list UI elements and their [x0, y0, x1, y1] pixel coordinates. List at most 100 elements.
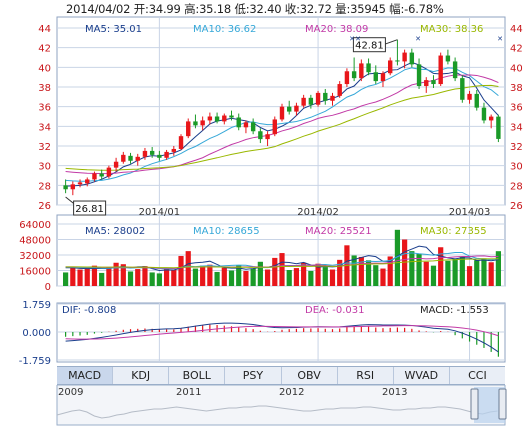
- tab-kdj[interactable]: KDJ: [113, 367, 170, 384]
- candle-body: [445, 55, 451, 62]
- volume-ma-label: MA5: 28002: [85, 226, 145, 237]
- candle-body: [431, 80, 436, 85]
- volume-bar: [163, 268, 170, 286]
- candle-body: [186, 121, 191, 137]
- candle-body: [474, 93, 479, 108]
- volume-y-tick: 64000: [19, 220, 51, 231]
- volume-bar: [322, 267, 328, 286]
- volume-ma-label: MA30: 27355: [420, 226, 487, 237]
- candle-body: [402, 52, 407, 62]
- candle-body: [351, 71, 357, 79]
- volume-bar: [394, 229, 401, 286]
- volume-bar: [84, 268, 90, 286]
- volume-bar: [70, 266, 76, 286]
- volume-bar: [99, 272, 105, 286]
- volume-bar: [423, 261, 429, 286]
- volume-bar: [272, 257, 278, 286]
- candle-body: [236, 117, 241, 128]
- candle-body: [467, 93, 472, 100]
- price-y-tick-left: 40: [38, 63, 51, 74]
- candle-body: [214, 116, 220, 122]
- macd-label: DEA: -0.031: [305, 305, 364, 316]
- high-marker-label: 42.81: [355, 41, 384, 52]
- volume-bar: [91, 265, 98, 286]
- volume-bar: [207, 264, 213, 286]
- volume-bar: [77, 269, 83, 286]
- price-y-tick-right: 26: [510, 201, 523, 212]
- volume-bar: [243, 270, 249, 286]
- navigator-left-handle[interactable]: [470, 388, 479, 420]
- navigator-year-2011: 2011: [176, 387, 202, 398]
- price-y-tick-left: 38: [38, 83, 51, 94]
- volume-bar: [358, 256, 364, 286]
- price-y-tick-right: 42: [510, 44, 523, 55]
- candle-body: [243, 122, 249, 128]
- volume-bar: [459, 256, 465, 286]
- event-star-icon: ✕: [349, 35, 355, 43]
- volume-bar: [452, 258, 458, 286]
- macd-y-tick: 0.000: [22, 328, 51, 339]
- volume-bar: [286, 270, 292, 286]
- candle-body: [308, 97, 314, 105]
- candle-body: [222, 115, 227, 122]
- candle-body: [121, 154, 126, 162]
- navigator-year-2013: 2013: [382, 387, 408, 398]
- candle-body: [301, 97, 306, 106]
- volume-y-tick: 32000: [19, 251, 51, 262]
- volume-ma-label: MA10: 28655: [193, 226, 260, 237]
- candle-body: [164, 151, 169, 158]
- candle-body: [409, 52, 415, 65]
- price-x-tick: 2014/02: [297, 207, 339, 218]
- price-y-tick-right: 30: [510, 162, 523, 173]
- volume-bar: [308, 270, 314, 286]
- tab-wvad[interactable]: WVAD: [394, 367, 450, 384]
- price-y-tick-right: 40: [510, 63, 523, 74]
- macd-y-tick: 1.759: [22, 300, 51, 311]
- volume-bar: [293, 268, 300, 286]
- navigator-year-2012: 2012: [279, 387, 305, 398]
- tab-cci[interactable]: CCI: [468, 369, 487, 382]
- range-navigator[interactable]: [0, 385, 526, 429]
- price-y-tick-left: 34: [38, 122, 51, 133]
- candle-body: [330, 95, 335, 101]
- event-star-icon: ✕: [355, 35, 361, 43]
- tab-boll[interactable]: BOLL: [169, 367, 226, 384]
- candle-body: [287, 106, 292, 112]
- candle-body: [395, 60, 400, 62]
- price-y-tick-left: 42: [38, 44, 51, 55]
- candle-body: [207, 116, 213, 121]
- tab-macd[interactable]: MACD: [57, 367, 114, 384]
- candle-body: [258, 131, 263, 140]
- candle-body: [373, 72, 378, 82]
- candle-body: [294, 105, 299, 112]
- candle-body: [279, 106, 285, 120]
- volume-bar: [409, 251, 415, 286]
- volume-bar: [488, 262, 494, 286]
- candle-body: [250, 122, 256, 132]
- candle-body: [424, 80, 429, 87]
- candle-body: [106, 167, 112, 177]
- price-ma-label: MA20: 38.09: [305, 24, 368, 35]
- macd-dif-line: [65, 322, 499, 353]
- candle-body: [178, 136, 184, 149]
- macd-dea-line: [65, 325, 499, 340]
- tab-rsi[interactable]: RSI: [338, 367, 394, 384]
- volume-bar: [221, 267, 227, 286]
- macd-label: MACD: -1.553: [420, 305, 489, 316]
- volume-bar: [192, 268, 199, 286]
- volume-bar: [351, 255, 357, 286]
- volume-ma30-line: [65, 258, 499, 269]
- volume-bar: [264, 269, 271, 286]
- candle-body: [337, 84, 342, 96]
- candle-body: [438, 55, 443, 85]
- candle-body: [157, 154, 162, 158]
- tab-psy[interactable]: PSY: [225, 367, 282, 384]
- price-y-tick-left: 36: [38, 103, 51, 114]
- candle-body: [323, 92, 328, 101]
- volume-bar: [250, 268, 256, 286]
- tab-obv[interactable]: OBV: [282, 367, 338, 384]
- macd-y-tick: -1.759: [19, 356, 51, 365]
- price-y-tick-right: 34: [510, 122, 523, 133]
- navigator-right-handle[interactable]: [498, 388, 507, 420]
- navigator-history-line: [56, 405, 498, 419]
